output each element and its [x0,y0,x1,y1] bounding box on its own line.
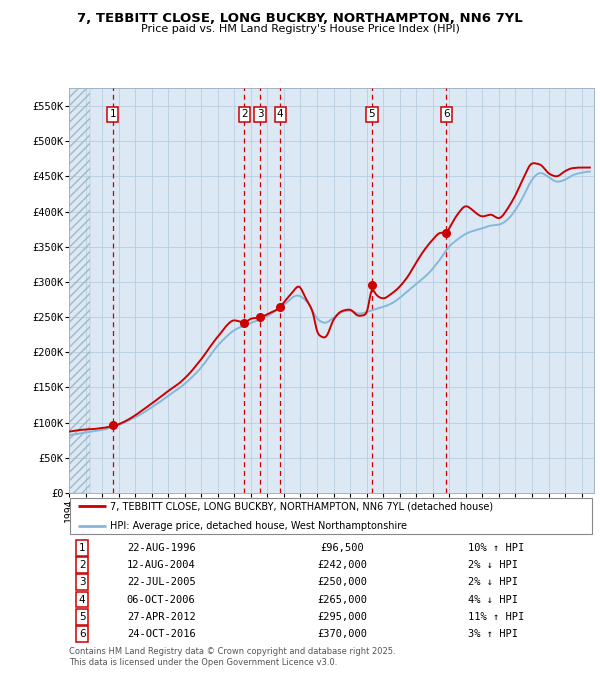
Text: 5: 5 [79,612,85,622]
Text: 4: 4 [277,109,283,120]
Text: 5: 5 [368,109,375,120]
Text: 27-APR-2012: 27-APR-2012 [127,612,196,622]
Text: 11% ↑ HPI: 11% ↑ HPI [468,612,524,622]
Text: 12-AUG-2004: 12-AUG-2004 [127,560,196,570]
Text: 1: 1 [109,109,116,120]
Text: £250,000: £250,000 [317,577,367,588]
Text: 3: 3 [257,109,263,120]
Text: £370,000: £370,000 [317,629,367,639]
Text: 7, TEBBITT CLOSE, LONG BUCKBY, NORTHAMPTON, NN6 7YL (detached house): 7, TEBBITT CLOSE, LONG BUCKBY, NORTHAMPT… [110,501,493,511]
Text: 6: 6 [443,109,449,120]
Text: Contains HM Land Registry data © Crown copyright and database right 2025.
This d: Contains HM Land Registry data © Crown c… [69,647,395,667]
Text: 2: 2 [241,109,248,120]
Text: £242,000: £242,000 [317,560,367,570]
Text: HPI: Average price, detached house, West Northamptonshire: HPI: Average price, detached house, West… [110,521,407,531]
Text: 6: 6 [79,629,85,639]
Text: 22-JUL-2005: 22-JUL-2005 [127,577,196,588]
Text: 3: 3 [79,577,85,588]
Text: 1: 1 [79,543,85,553]
Text: 2% ↓ HPI: 2% ↓ HPI [468,577,518,588]
Text: 24-OCT-2016: 24-OCT-2016 [127,629,196,639]
Text: 22-AUG-1996: 22-AUG-1996 [127,543,196,553]
Text: £265,000: £265,000 [317,594,367,605]
Text: 4% ↓ HPI: 4% ↓ HPI [468,594,518,605]
FancyBboxPatch shape [70,498,592,534]
Text: Price paid vs. HM Land Registry's House Price Index (HPI): Price paid vs. HM Land Registry's House … [140,24,460,34]
Text: 06-OCT-2006: 06-OCT-2006 [127,594,196,605]
Text: £295,000: £295,000 [317,612,367,622]
Text: 2% ↓ HPI: 2% ↓ HPI [468,560,518,570]
Text: 10% ↑ HPI: 10% ↑ HPI [468,543,524,553]
Text: £96,500: £96,500 [320,543,364,553]
Text: 4: 4 [79,594,85,605]
Text: 2: 2 [79,560,85,570]
Text: 3% ↑ HPI: 3% ↑ HPI [468,629,518,639]
Text: 7, TEBBITT CLOSE, LONG BUCKBY, NORTHAMPTON, NN6 7YL: 7, TEBBITT CLOSE, LONG BUCKBY, NORTHAMPT… [77,12,523,25]
